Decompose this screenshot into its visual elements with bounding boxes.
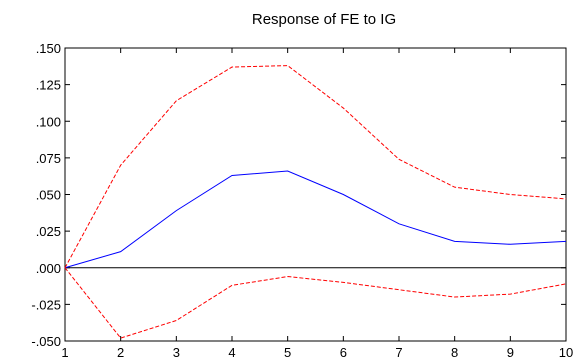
x-tick-label: 1 xyxy=(61,345,68,360)
y-tick-label: .125 xyxy=(36,78,61,93)
x-tick-label: 2 xyxy=(117,345,124,360)
x-tick-label: 9 xyxy=(507,345,514,360)
x-tick-label: 7 xyxy=(395,345,402,360)
x-tick-label: 4 xyxy=(228,345,235,360)
x-tick-label: 10 xyxy=(559,345,573,360)
y-tick-label: .050 xyxy=(36,188,61,203)
series-line-upper-band xyxy=(64,65,567,268)
chart-title: Response of FE to IG xyxy=(252,11,396,28)
y-tick-label: .100 xyxy=(36,114,61,129)
x-axis: 1 2 3 4 5 6 7 8 9 10 xyxy=(61,48,573,360)
y-tick-label: .025 xyxy=(36,224,61,239)
series-line-response xyxy=(64,170,567,269)
x-tick-label: 8 xyxy=(451,345,458,360)
y-tick-label: -.050 xyxy=(31,334,61,349)
y-tick-label: .150 xyxy=(36,41,61,56)
x-tick-label: 6 xyxy=(340,345,347,360)
x-tick-label: 3 xyxy=(173,345,180,360)
y-axis: -.050 -.025 .000 .025 .050 .075 .100 .125 .150 xyxy=(31,41,566,349)
series-layer xyxy=(64,65,567,339)
y-tick-label: .000 xyxy=(36,261,61,276)
plot-frame xyxy=(64,47,567,342)
y-tick-label: .075 xyxy=(36,151,61,166)
y-tick-label: -.025 xyxy=(31,297,61,312)
x-tick-label: 5 xyxy=(284,345,291,360)
series-line-lower-band xyxy=(64,267,567,339)
